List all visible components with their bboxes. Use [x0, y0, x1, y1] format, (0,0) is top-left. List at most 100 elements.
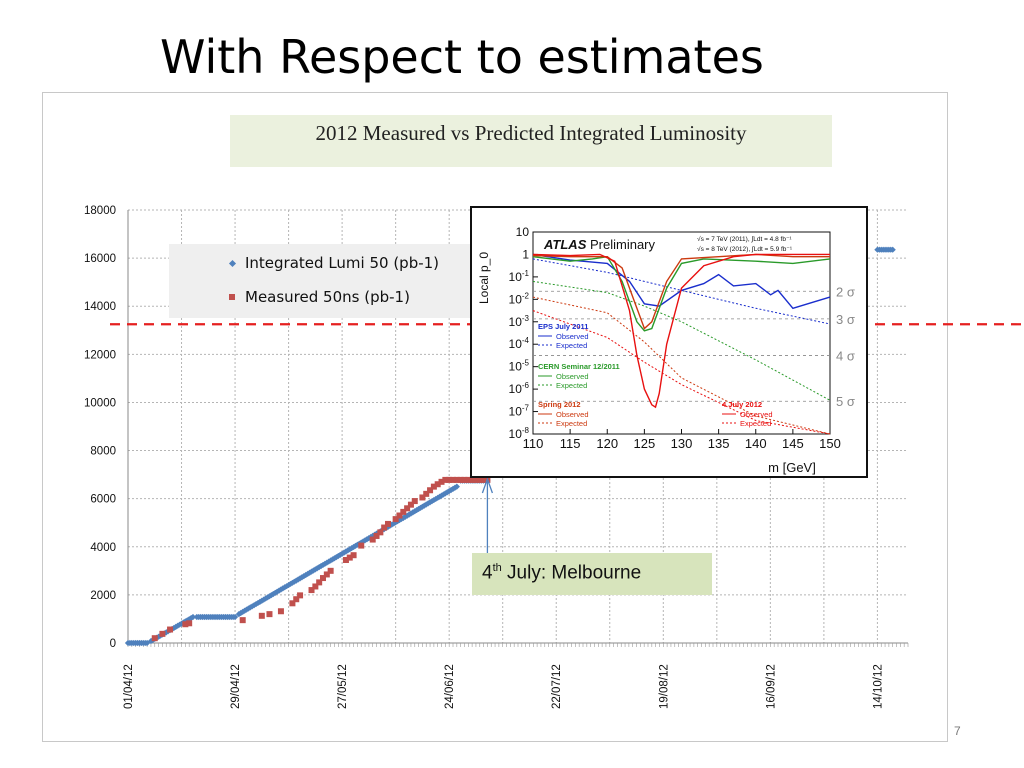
x-tick-label: 150 — [819, 436, 841, 451]
inset-info-line: √s = 8 TeV (2012), ∫Ldt = 5.9 fb⁻¹ — [697, 245, 793, 253]
curve-4-july-2012-observed — [532, 253, 830, 409]
slide-title: With Respect to estimates — [160, 30, 764, 84]
y-tick-label: 10 — [516, 225, 530, 239]
data-point-measured — [327, 567, 334, 574]
annotation-box: 4th July: Melbourne — [472, 553, 712, 595]
y-tick-label: 14000 — [84, 301, 116, 313]
legend-diamond-marker — [228, 259, 237, 268]
data-point-measured — [446, 476, 453, 483]
y-tick-label: 10-3 — [509, 314, 530, 329]
inset-legend-observed-label: Observed — [740, 410, 773, 419]
data-point-measured — [182, 621, 189, 628]
y-tick-label: 0 — [110, 638, 116, 650]
x-tick-label: 125 — [634, 436, 656, 451]
atlas-inset: 2 σ 3 σ 4 σ 5 σ 10 1 10-1 10-2 10-3 10-4 10-5 10-6 1… — [470, 206, 868, 478]
data-point-measured — [381, 524, 388, 531]
x-tick-label: 135 — [708, 436, 730, 451]
x-tick-label: 14/10/12 — [872, 664, 884, 709]
chart-frame — [42, 92, 948, 742]
legend-item-integrated-lumi: Integrated Lumi 50 (pb-1) — [228, 254, 440, 272]
y-tick-label: 10-4 — [509, 336, 530, 351]
chart-title: 2012 Measured vs Predicted Integrated Lu… — [315, 121, 747, 145]
data-point-measured — [480, 476, 487, 483]
data-point-measured — [461, 476, 468, 483]
data-point-measured — [404, 505, 411, 512]
inset-legend-title: CERN Seminar 12/2011 — [538, 362, 620, 371]
data-point-measured — [377, 529, 384, 536]
inset-legend-expected-label: Expected — [556, 341, 587, 350]
y-tick-label: 8000 — [90, 446, 116, 458]
data-point-measured — [346, 554, 353, 561]
data-point-measured — [392, 516, 399, 523]
data-point-measured — [293, 596, 300, 603]
sigma-label: 5 σ — [836, 394, 855, 409]
data-point-measured — [266, 611, 273, 618]
data-point-measured — [430, 483, 437, 490]
legend-item-measured: Measured 50ns (pb-1) — [229, 288, 410, 306]
data-point-measured — [289, 600, 296, 607]
y-tick-label: 10-7 — [509, 404, 530, 419]
data-point-measured — [277, 608, 284, 615]
data-point-measured — [308, 587, 315, 594]
x-tick-label: 24/06/12 — [444, 664, 456, 709]
data-point-measured — [427, 487, 434, 494]
data-point-measured — [434, 481, 441, 488]
data-point-measured — [316, 579, 323, 586]
x-axis-label: m [GeV] — [768, 460, 816, 475]
data-point-measured — [369, 536, 376, 543]
data-point-measured — [186, 620, 193, 627]
x-tick-label: 27/05/12 — [337, 664, 349, 709]
legend-label: Measured 50ns (pb-1) — [245, 288, 410, 306]
data-point-measured — [373, 532, 380, 539]
curve-spring-2012-expected — [532, 296, 831, 435]
data-point-measured — [320, 575, 326, 582]
data-point-measured — [350, 552, 357, 559]
page-number: 7 — [954, 724, 961, 738]
legend-label: Integrated Lumi 50 (pb-1) — [245, 254, 440, 272]
chart-title-box: 2012 Measured vs Predicted Integrated Lu… — [230, 115, 832, 167]
inset-legend-expected-label: Expected — [556, 381, 587, 390]
inset-legend-expected-label: Expected — [740, 419, 771, 428]
inset-legend-observed-label: Observed — [556, 332, 589, 341]
data-point-measured — [457, 476, 464, 483]
inset-legend-title: 4 July 2012 — [722, 400, 762, 409]
annotation-superscript: th — [492, 562, 502, 574]
chart-legend: Integrated Lumi 50 (pb-1) Measured 50ns … — [169, 244, 474, 318]
y-axis-label: Local p_0 — [477, 252, 491, 304]
x-tick-label: 16/09/12 — [765, 664, 777, 709]
data-point-measured — [442, 476, 449, 483]
atlas-p0-plot: 2 σ 3 σ 4 σ 5 σ 10 1 10-1 10-2 10-3 10-4 10-5 10-6 1… — [477, 225, 855, 475]
x-tick-label: 19/08/12 — [658, 664, 670, 709]
annotation-text: 4th July: Melbourne — [482, 562, 641, 584]
x-tick-label: 110 — [523, 436, 544, 451]
data-point-measured — [167, 626, 174, 633]
data-point-measured — [323, 571, 330, 578]
data-point-measured — [450, 476, 456, 483]
data-point-measured — [342, 557, 349, 564]
y-tick-label: 10000 — [84, 397, 116, 409]
inset-info-line: √s = 7 TeV (2011), ∫Ldt = 4.8 fb⁻¹ — [697, 235, 792, 243]
data-point-measured — [453, 476, 460, 483]
y-tick-label: 2000 — [90, 590, 116, 602]
curve-eps-july-2011-expected — [532, 258, 831, 325]
curve-4-july-2012-expected — [532, 310, 831, 435]
data-point-measured — [159, 630, 166, 637]
sigma-label: 2 σ — [836, 284, 855, 299]
annotation-arrow-head — [481, 477, 494, 494]
data-point-measured — [400, 508, 407, 515]
data-point-measured — [385, 520, 391, 527]
inset-legend-observed-label: Observed — [556, 410, 589, 419]
x-tick-label: 01/04/12 — [123, 664, 135, 709]
y-tick-label: 12000 — [84, 349, 116, 361]
y-tick-label: 1 — [522, 247, 529, 261]
data-point-measured — [423, 490, 430, 497]
y-tick-label: 18000 — [84, 205, 116, 217]
data-point-measured — [438, 478, 445, 485]
y-tick-label: 10-5 — [509, 359, 530, 374]
sigma-label: 4 σ — [836, 348, 855, 363]
data-point-measured — [476, 476, 483, 483]
x-tick-label: 140 — [745, 436, 767, 451]
data-point-measured — [239, 617, 246, 624]
y-tick-label: 4000 — [90, 542, 116, 554]
y-tick-label: 10-1 — [509, 269, 530, 284]
